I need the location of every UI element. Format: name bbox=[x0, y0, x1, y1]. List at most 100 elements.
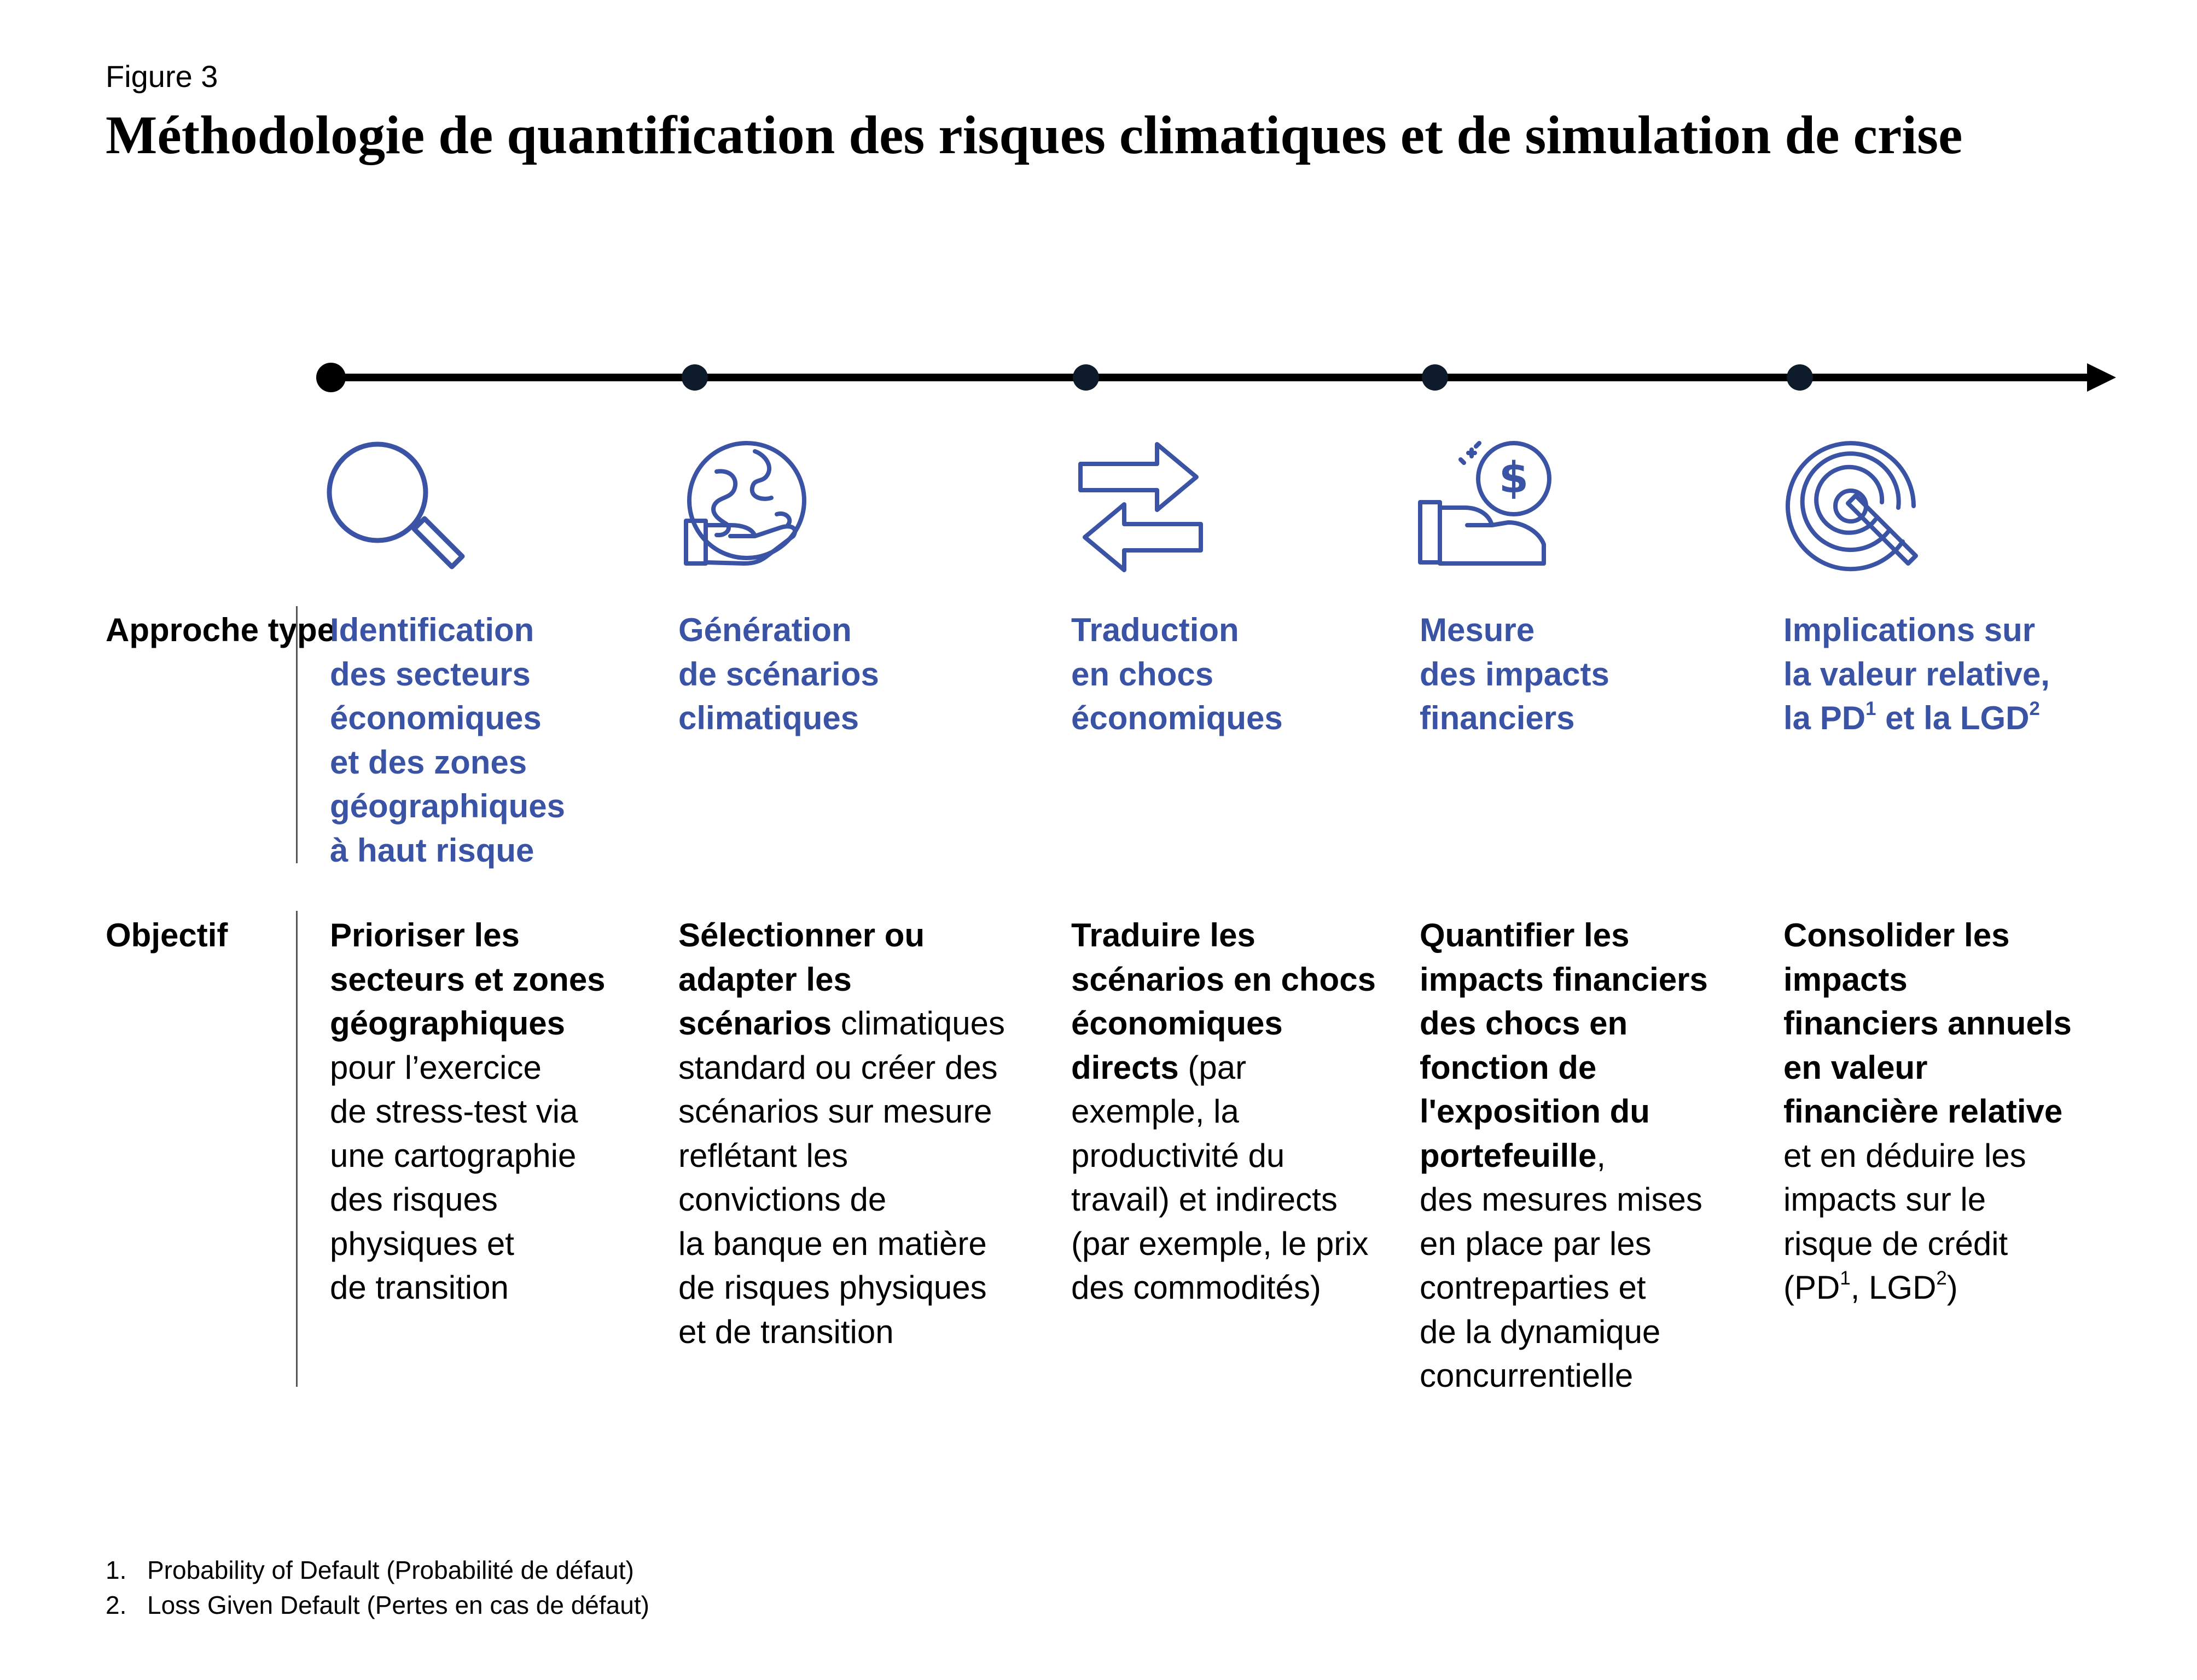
bold-text: financière relative bbox=[1783, 1093, 2063, 1130]
figure-title: Méthodologie de quantification des risqu… bbox=[106, 104, 1963, 165]
timeline-arrowhead bbox=[2087, 363, 2116, 392]
text-line: des commodités) bbox=[1071, 1266, 1421, 1310]
text: la valeur relative, bbox=[1783, 655, 2050, 693]
text: Implications sur bbox=[1783, 612, 2036, 648]
bold-text: en valeur bbox=[1783, 1049, 1928, 1086]
text-line: Identification bbox=[330, 608, 680, 653]
footnote-ref: 1 bbox=[1865, 697, 1876, 719]
globe-in-hand-icon bbox=[684, 441, 806, 566]
timeline-node-5 bbox=[1787, 364, 1813, 391]
text: risque de crédit bbox=[1783, 1225, 2008, 1262]
step-2-objective: Sélectionner ou adapter les scénarios clim… bbox=[678, 914, 1028, 1354]
bold-text: Sélectionner ou bbox=[678, 917, 925, 954]
text: en place par les bbox=[1420, 1225, 1652, 1262]
text-line: financière relative bbox=[1783, 1090, 2134, 1134]
text-line: reflétant les bbox=[678, 1134, 1028, 1178]
footnote-ref: 2 bbox=[2029, 697, 2040, 719]
timeline-node-4 bbox=[1422, 364, 1448, 391]
text: et de transition bbox=[678, 1313, 894, 1350]
bold-text: scénarios bbox=[678, 1005, 832, 1042]
text: scénarios sur mesure bbox=[678, 1093, 992, 1130]
text-line: adapter les bbox=[678, 958, 1028, 1002]
footnote-ref: 1 bbox=[1840, 1267, 1851, 1289]
text: , LGD bbox=[1850, 1269, 1937, 1306]
text-line: Prioriser les bbox=[330, 914, 680, 958]
text-line: fonction de bbox=[1420, 1046, 1770, 1090]
text-line: et de transition bbox=[678, 1310, 1028, 1355]
text: concurrentielle bbox=[1420, 1357, 1634, 1394]
footnote-number: 2. bbox=[106, 1591, 127, 1619]
text: climatiques bbox=[832, 1005, 1005, 1042]
bold-text: Consolider les bbox=[1783, 917, 2010, 954]
text-line: économiques bbox=[1071, 696, 1421, 741]
bold-text: fonction de bbox=[1420, 1049, 1597, 1086]
step-1-objective: Prioriser les secteurs et zones géographiq… bbox=[330, 914, 680, 1310]
separator-objective bbox=[296, 911, 298, 1387]
text: des secteurs bbox=[330, 655, 531, 693]
magnifier-icon bbox=[327, 441, 465, 569]
step-5-objective: Consolider les impacts financiers annuels e… bbox=[1783, 914, 2134, 1310]
step-3-objective: Traduire les scénarios en chocs économique… bbox=[1071, 914, 1421, 1310]
text-line: contreparties et bbox=[1420, 1266, 1770, 1310]
bold-text: l'exposition du bbox=[1420, 1093, 1650, 1130]
text: standard ou créer des bbox=[678, 1049, 998, 1086]
text-line: de scénarios bbox=[678, 653, 1028, 697]
text-line: en place par les bbox=[1420, 1222, 1770, 1266]
bold-text: directs bbox=[1071, 1049, 1179, 1086]
footnote-text: Loss Given Default (Pertes en cas de déf… bbox=[147, 1591, 649, 1619]
text-line: secteurs et zones bbox=[330, 958, 680, 1002]
text: financiers bbox=[1420, 700, 1575, 736]
text: productivité du bbox=[1071, 1137, 1285, 1174]
text-line: directs (par bbox=[1071, 1046, 1421, 1090]
footnote-number: 1. bbox=[106, 1556, 127, 1584]
text-line: en chocs bbox=[1071, 653, 1421, 697]
text-line: risque de crédit bbox=[1783, 1222, 2134, 1266]
timeline-node-1 bbox=[316, 363, 346, 392]
target-icon bbox=[1786, 441, 1918, 572]
text-line: (par exemple, le prix bbox=[1071, 1222, 1421, 1266]
text: reflétant les bbox=[678, 1137, 848, 1174]
bold-text: économiques bbox=[1071, 1005, 1283, 1042]
text: de stress-test via bbox=[330, 1093, 578, 1130]
text: des commodités) bbox=[1071, 1269, 1321, 1306]
text: de la dynamique bbox=[1420, 1313, 1661, 1350]
text-line: une cartographie bbox=[330, 1134, 680, 1178]
text-line: financiers annuels bbox=[1783, 1002, 2134, 1046]
text: des impacts bbox=[1420, 655, 1609, 693]
text: physiques et bbox=[330, 1225, 514, 1262]
text-line: Traduire les bbox=[1071, 914, 1421, 958]
text: de scénarios bbox=[678, 655, 879, 693]
text-line: la valeur relative, bbox=[1783, 653, 2134, 697]
step-3-approach: Traduction en chocs économiques bbox=[1071, 608, 1421, 741]
text-line: des mesures mises bbox=[1420, 1178, 1770, 1222]
separator-approach bbox=[296, 606, 298, 863]
text-line: scénarios en chocs bbox=[1071, 958, 1421, 1002]
text: impacts sur le bbox=[1783, 1181, 1986, 1218]
text: contreparties et bbox=[1420, 1269, 1646, 1306]
timeline bbox=[316, 363, 2116, 392]
timeline-node-2 bbox=[682, 364, 708, 391]
text-line: à haut risque bbox=[330, 829, 680, 873]
text-line: concurrentielle bbox=[1420, 1354, 1770, 1398]
footnote-2: 2. Loss Given Default (Pertes en cas de … bbox=[106, 1588, 649, 1623]
text: la PD bbox=[1783, 700, 1866, 736]
bold-text: financiers annuels bbox=[1783, 1005, 2072, 1042]
text-line: géographiques bbox=[330, 784, 680, 829]
text: travail) et indirects bbox=[1071, 1181, 1338, 1218]
text: (par bbox=[1178, 1049, 1247, 1086]
dollar-sign-glyph: $ bbox=[1499, 454, 1528, 503]
text-line: des impacts bbox=[1420, 653, 1770, 697]
text-line: scénarios climatiques bbox=[678, 1002, 1028, 1046]
text-line: de transition bbox=[330, 1266, 680, 1310]
step-1-approach: Identification des secteurs économiques et … bbox=[330, 608, 680, 873]
text-line: exemple, la bbox=[1071, 1090, 1421, 1134]
text: économiques bbox=[1071, 700, 1283, 736]
text-line: géographiques bbox=[330, 1002, 680, 1046]
text: et en déduire les bbox=[1783, 1137, 2026, 1174]
text-line: des secteurs bbox=[330, 653, 680, 697]
exchange-arrows-icon bbox=[1078, 442, 1203, 572]
text: et des zones bbox=[330, 743, 527, 781]
text-line: Quantifier les bbox=[1420, 914, 1770, 958]
text-line: la banque en matière bbox=[678, 1222, 1028, 1266]
bold-text: impacts bbox=[1783, 961, 1908, 998]
